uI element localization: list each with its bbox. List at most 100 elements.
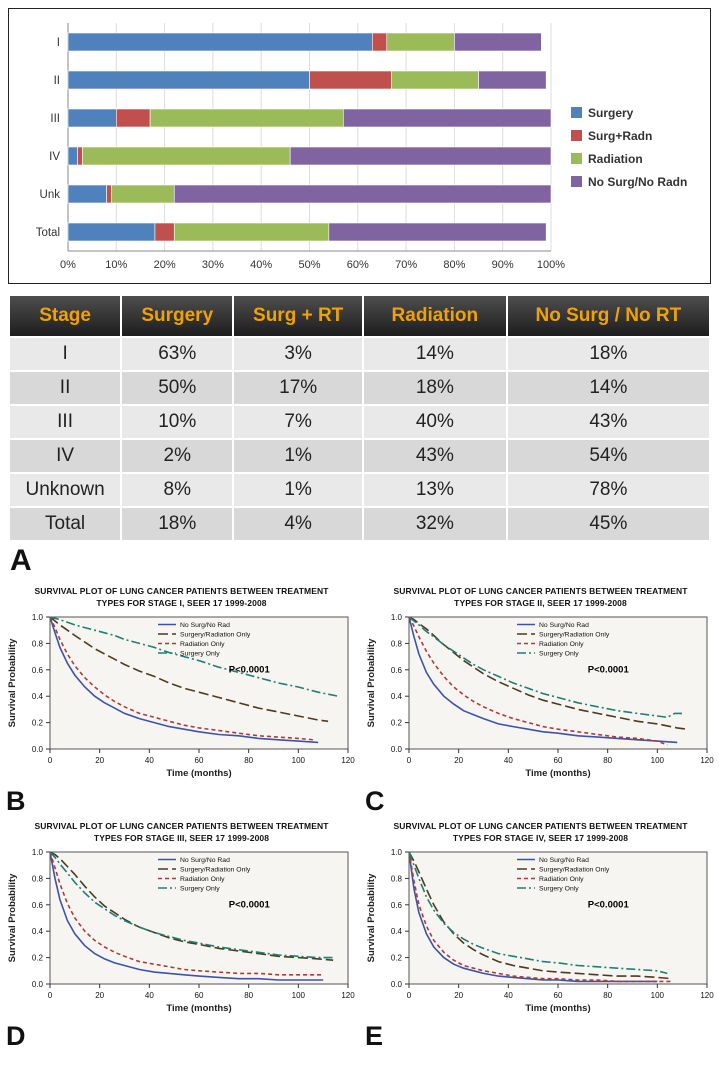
y-axis-title: Survival Probability <box>7 638 18 727</box>
survival-panel-b: SURVIVAL PLOT OF LUNG CANCER PATIENTS BE… <box>0 580 359 815</box>
svg-text:70%: 70% <box>395 259 417 271</box>
table-row: III 10% 7% 40% 43% <box>7 404 712 440</box>
survival-plot-stage-1: 0 20 40 60 80 100 120 0.0 0.2 0.4 0.6 0.8 1.0 Time (m… <box>4 611 356 787</box>
title-line-1: SURVIVAL PLOT OF LUNG CANCER PATIENTS BE… <box>34 820 329 831</box>
curves <box>409 851 673 982</box>
table-cell: 43% <box>505 404 712 440</box>
plot-legend: No Surg/No Rad Surgery/Radiation Only Radi… <box>517 857 610 892</box>
table-body: I 63% 3% 14% 18% II 50% 17% 18% 14% III 10% 7% 40% 43%… <box>7 336 712 542</box>
legend-swatch-surgery <box>571 107 582 118</box>
bar-segment-surg-radn <box>154 222 175 242</box>
svg-text:0: 0 <box>407 991 412 1000</box>
svg-text:Radiation Only: Radiation Only <box>180 876 225 883</box>
y-axis-title: Survival Probability <box>366 638 377 727</box>
legend-swatch-surg-radn <box>571 130 582 141</box>
svg-text:0.4: 0.4 <box>32 927 44 936</box>
svg-text:90%: 90% <box>492 259 514 271</box>
table-cell: 17% <box>232 370 364 406</box>
svg-text:80: 80 <box>244 756 253 765</box>
y-axis: 0.0 0.2 0.4 0.6 0.8 1.0 <box>32 848 50 989</box>
curve-surgery-only <box>50 851 334 958</box>
table-row: II 50% 17% 18% 14% <box>7 370 712 406</box>
plot-legend: No Surg/No Rad Surgery/Radiation Only Radi… <box>517 622 610 657</box>
p-value-annotation: P<0.0001 <box>229 664 271 675</box>
survival-plot-stage-2: 0 20 40 60 80 100 120 0.0 0.2 0.4 0.6 0.8 1.0 Time (m… <box>363 611 715 787</box>
bar-segment-radiation <box>149 108 344 128</box>
section-label-b: B <box>6 785 26 816</box>
table-header-row: Stage Surgery Surg + RT Radiation No Surg / … <box>7 294 712 338</box>
section-label-a: A <box>10 544 32 577</box>
svg-text:No Surg/No Radn: No Surg/No Radn <box>588 175 687 189</box>
curve-no-surg-no-rad <box>409 851 658 982</box>
svg-text:Surgery: Surgery <box>588 106 634 120</box>
x-axis-labels: 0% 10% 20% 30% 40% 50% 60% 70% 80% 90% 100% <box>60 259 565 271</box>
svg-text:0%: 0% <box>60 259 76 271</box>
svg-text:Surgery Only: Surgery Only <box>180 885 220 892</box>
svg-text:40: 40 <box>145 756 154 765</box>
table-row: I 63% 3% 14% 18% <box>7 336 712 372</box>
table-cell: 54% <box>505 438 712 474</box>
survival-panel-d: SURVIVAL PLOT OF LUNG CANCER PATIENTS BE… <box>0 815 359 1050</box>
table-cell: 18% <box>361 370 508 406</box>
x-axis: 0 20 40 60 80 100 120 <box>407 983 714 1000</box>
svg-text:80: 80 <box>603 991 612 1000</box>
curve-surgery-radiation-only <box>50 616 329 722</box>
curve-radiation-only <box>409 616 668 746</box>
survival-plot-stage-3: 0 20 40 60 80 100 120 0.0 0.2 0.4 0.6 0.8 1.0 Time (m… <box>4 846 356 1022</box>
x-axis-title: Time (months) <box>525 1003 590 1014</box>
plot-frame <box>408 851 708 985</box>
curves <box>50 616 339 743</box>
svg-text:50%: 50% <box>298 259 320 271</box>
table-cell: 14% <box>505 370 712 406</box>
table-cell: 40% <box>361 404 508 440</box>
table-cell: 45% <box>505 506 712 542</box>
table-cell: Total <box>7 506 123 542</box>
survival-plot-title: SURVIVAL PLOT OF LUNG CANCER PATIENTS BE… <box>4 821 359 845</box>
svg-text:20%: 20% <box>154 259 176 271</box>
svg-text:80%: 80% <box>443 259 465 271</box>
bar-segment-surgery <box>67 222 156 242</box>
svg-text:0: 0 <box>407 756 412 765</box>
table-cell: 63% <box>120 336 235 372</box>
curve-radiation-only <box>50 616 314 741</box>
curve-surgery-radiation-only <box>50 851 334 961</box>
svg-text:100: 100 <box>651 991 665 1000</box>
svg-text:IV: IV <box>49 151 60 163</box>
section-label-c: C <box>365 785 385 816</box>
svg-text:0.4: 0.4 <box>391 692 403 701</box>
title-line-2: TYPES FOR STAGE II, SEER 17 1999-2008 <box>454 597 627 608</box>
bar-segment-no-surg-no-radn <box>343 108 552 128</box>
svg-text:30%: 30% <box>202 259 224 271</box>
survival-panel-e: SURVIVAL PLOT OF LUNG CANCER PATIENTS BE… <box>359 815 718 1050</box>
section-label-e: E <box>365 1020 384 1051</box>
survival-plot-svg-D: 0 20 40 60 80 100 120 0.0 0.2 0.4 0.6 0.8 1.0 Time (m… <box>7 848 355 1014</box>
title-line-2: TYPES FOR STAGE IV, SEER 17 1999-2008 <box>452 832 629 843</box>
survival-panels-grid: SURVIVAL PLOT OF LUNG CANCER PATIENTS BE… <box>0 580 719 1050</box>
bar-segment-surg-radn <box>116 108 151 128</box>
curve-radiation-only <box>409 851 673 982</box>
table-cell: I <box>7 336 123 372</box>
svg-text:100: 100 <box>292 756 306 765</box>
table-cell: 78% <box>505 472 712 508</box>
svg-text:1.0: 1.0 <box>32 848 44 857</box>
svg-text:0.6: 0.6 <box>391 900 403 909</box>
survival-plot-stage-4: 0 20 40 60 80 100 120 0.0 0.2 0.4 0.6 0.8 1.0 Time (m… <box>363 846 715 1022</box>
svg-text:80: 80 <box>603 756 612 765</box>
stacked-bar-svg: 0% 10% 20% 30% 40% 50% 60% 70% 80% 90% 100%IIIIIII… <box>36 23 687 271</box>
curve-radiation-only <box>50 851 324 976</box>
table-cell: 7% <box>232 404 364 440</box>
svg-text:Unk: Unk <box>40 189 61 201</box>
bar-segment-radiation <box>391 70 479 90</box>
table-cell: 4% <box>232 506 364 542</box>
svg-text:No Surg/No Rad: No Surg/No Rad <box>539 857 589 864</box>
svg-text:Surgery Only: Surgery Only <box>180 650 220 657</box>
bar-segment-surg-radn <box>309 70 392 90</box>
svg-text:Radiation Only: Radiation Only <box>539 876 584 883</box>
p-value-annotation: P<0.0001 <box>229 899 271 910</box>
svg-text:60: 60 <box>554 756 563 765</box>
p-value-annotation: P<0.0001 <box>588 664 630 675</box>
bar-segment-no-surg-no-radn <box>454 32 542 52</box>
curve-surgery-only <box>50 616 339 697</box>
table-cell: 32% <box>361 506 508 542</box>
plot-legend: No Surg/No Rad Surgery/Radiation Only Radi… <box>158 857 251 892</box>
